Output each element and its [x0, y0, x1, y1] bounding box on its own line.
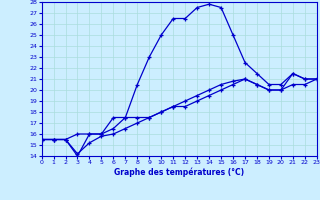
X-axis label: Graphe des températures (°C): Graphe des températures (°C) — [114, 168, 244, 177]
